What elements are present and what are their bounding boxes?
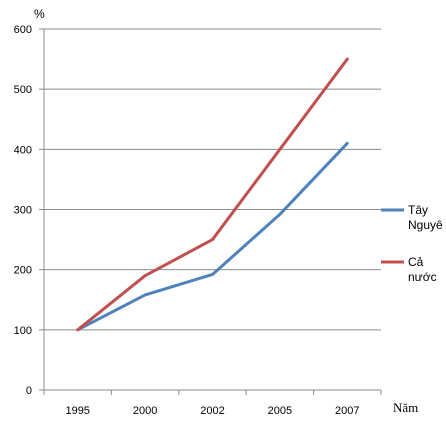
legend-label-ca-nuoc-part2: nước xyxy=(408,270,437,284)
x-tick-label: 2007 xyxy=(335,405,359,417)
x-axis-title: Năm xyxy=(393,400,418,415)
x-tick-label: 2000 xyxy=(133,405,157,417)
x-tick-label: 2005 xyxy=(268,405,292,417)
x-tick-label: 1995 xyxy=(65,405,89,417)
series-line-ca-nuoc xyxy=(76,57,349,332)
y-tick-label: 300 xyxy=(14,205,32,217)
legend: Tây Nguyê Cả nước xyxy=(381,203,443,284)
x-tick-label: 2002 xyxy=(200,405,224,417)
y-axis-unit-label: % xyxy=(34,7,45,21)
legend-item-1: Tây Nguyê xyxy=(381,203,443,232)
y-tick-label: 0 xyxy=(26,385,32,397)
series-line-tay-nguyen xyxy=(76,141,349,332)
grid-layer xyxy=(44,28,381,331)
y-tick-label: 100 xyxy=(14,325,32,337)
x-tick-labels: 1995 2000 2002 2005 2007 xyxy=(43,390,382,417)
y-tick-labels: 0 100 200 300 400 500 600 xyxy=(14,24,44,397)
y-tick-label: 200 xyxy=(14,265,32,277)
legend-label-tay-nguyen-part2: Nguyê xyxy=(408,218,443,232)
legend-item-2: Cả nước xyxy=(381,255,437,284)
series-layer xyxy=(76,57,349,332)
y-tick-label: 600 xyxy=(14,24,32,36)
legend-label-ca-nuoc-part1: Cả xyxy=(408,255,424,269)
legend-label-tay-nguyen-part1: Tây xyxy=(408,203,428,217)
y-tick-label: 500 xyxy=(14,84,32,96)
y-tick-label: 400 xyxy=(14,144,32,156)
